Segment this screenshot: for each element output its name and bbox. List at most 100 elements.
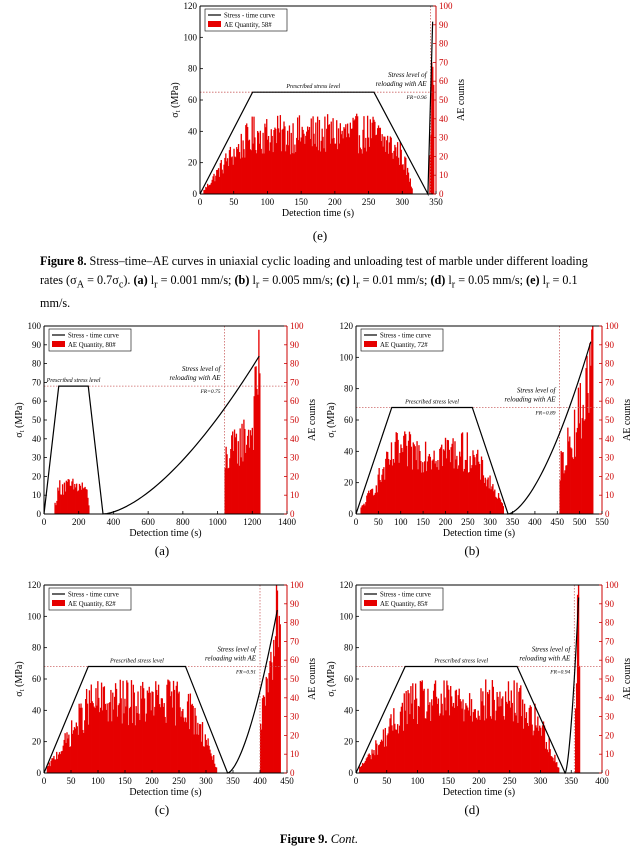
ae-bar xyxy=(167,679,169,773)
ae-bar xyxy=(467,707,469,773)
y-left-tick-label: 20 xyxy=(32,737,42,747)
ae-bar xyxy=(425,471,428,514)
ae-bar xyxy=(369,489,372,514)
ae-bar xyxy=(479,719,481,773)
ae-bar xyxy=(428,453,431,514)
ae-bar xyxy=(250,150,252,194)
ae-bar xyxy=(256,153,258,194)
ae-bar xyxy=(88,505,90,514)
ae-bar xyxy=(504,691,507,773)
ae-bar xyxy=(455,459,457,514)
ae-bar xyxy=(561,452,563,514)
ae-bar xyxy=(407,440,410,514)
ae-bar xyxy=(564,470,566,514)
ae-bar xyxy=(47,765,49,773)
ae-bar xyxy=(185,722,188,773)
ae-bar xyxy=(165,722,167,773)
ae-bar xyxy=(128,708,131,773)
ae-bar xyxy=(246,127,249,194)
ae-bar xyxy=(268,150,271,194)
ae-bar xyxy=(288,125,291,194)
y-left-tick-label: 60 xyxy=(344,674,354,684)
ae-bar xyxy=(86,489,88,514)
ae-bar xyxy=(456,455,458,514)
ae-bar xyxy=(236,147,238,194)
ae-bar xyxy=(444,437,447,514)
ae-bar xyxy=(154,706,156,773)
ae-bar xyxy=(273,656,276,773)
ae-bar xyxy=(590,365,592,514)
ae-bar xyxy=(413,719,415,773)
caption-val-c: = 0.01 mm/s; xyxy=(359,273,431,287)
ae-bar xyxy=(126,680,128,773)
ae-bar xyxy=(362,129,364,194)
ae-bar xyxy=(230,157,232,194)
ae-bar xyxy=(389,718,391,773)
x-tick-label: 300 xyxy=(483,517,497,527)
ae-bar xyxy=(458,465,460,514)
ae-bar xyxy=(108,703,110,773)
y-right-tick-label: 40 xyxy=(605,693,615,703)
annotation-fr: FR=0.96 xyxy=(406,95,427,101)
ae-bar xyxy=(380,141,382,194)
ae-bar xyxy=(399,711,402,773)
ae-bar xyxy=(393,150,395,194)
x-tick-label: 350 xyxy=(506,517,520,527)
legend-stress-label: Stress - time curve xyxy=(224,13,275,20)
ae-bar xyxy=(289,154,292,194)
ae-bar xyxy=(62,494,65,514)
ae-bar xyxy=(94,708,96,773)
ae-bar xyxy=(441,703,443,773)
ae-bar xyxy=(80,703,82,773)
ae-bar xyxy=(160,698,163,773)
ae-bar xyxy=(79,485,82,514)
x-tick-label: 500 xyxy=(573,517,587,527)
y-right-tick-label: 30 xyxy=(605,712,615,722)
ae-bar xyxy=(500,706,502,773)
ae-bar xyxy=(503,716,505,773)
ae-bar xyxy=(569,436,571,514)
ae-bar xyxy=(440,693,442,773)
ae-bar xyxy=(375,485,377,514)
ae-bar xyxy=(515,715,517,773)
ae-bar xyxy=(252,143,254,194)
y-left-tick-label: 60 xyxy=(344,415,354,425)
ae-bar xyxy=(87,724,90,773)
y-left-axis-label: σt (MPa) xyxy=(326,402,338,437)
ae-bar xyxy=(253,116,255,194)
ae-bar xyxy=(417,469,419,514)
ae-bar xyxy=(386,140,388,194)
ae-bar xyxy=(398,725,401,773)
ae-bar xyxy=(59,754,62,773)
ae-bar xyxy=(88,690,91,773)
ae-bar xyxy=(344,128,346,194)
ae-bar xyxy=(386,735,388,773)
ae-bar xyxy=(388,726,390,773)
ae-bar xyxy=(542,721,545,773)
ae-bar xyxy=(196,734,198,773)
ae-bar xyxy=(484,720,486,773)
ae-bar xyxy=(401,702,404,773)
ae-bar xyxy=(437,460,439,514)
ae-bar xyxy=(301,126,303,194)
ae-bar xyxy=(346,137,348,194)
ae-bar xyxy=(300,137,302,194)
x-tick-label: 1400 xyxy=(278,517,297,527)
y-right-tick-label: 10 xyxy=(439,170,449,180)
ae-bar xyxy=(185,717,187,773)
y-right-tick-label: 0 xyxy=(439,189,444,199)
ae-bar xyxy=(287,145,290,194)
ae-bar xyxy=(480,688,482,773)
ae-bar xyxy=(323,148,325,194)
ae-bar xyxy=(99,707,102,773)
figure-9-caption: Figure 9. Cont. xyxy=(0,832,638,847)
ae-bar xyxy=(354,119,356,194)
ae-bar xyxy=(478,461,480,514)
figure-9-text: Cont. xyxy=(327,832,359,846)
ae-bar xyxy=(444,697,446,773)
ae-bar xyxy=(336,149,339,194)
y-left-tick-label: 100 xyxy=(28,321,42,331)
ae-bar xyxy=(368,490,370,514)
y-left-axis-label-unit: (MPa) xyxy=(14,661,25,689)
stress-time-curve xyxy=(43,609,278,774)
